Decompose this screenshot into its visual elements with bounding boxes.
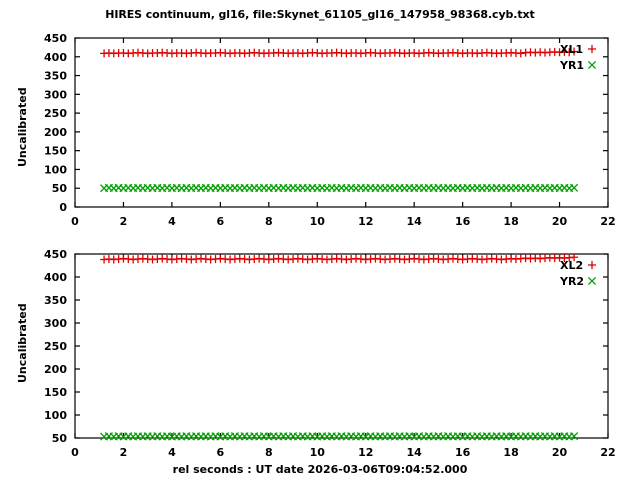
marker-cross [587, 276, 597, 286]
legend-entry-XL2: XL2 [560, 259, 596, 272]
x-tick-label: 18 [503, 446, 518, 459]
x-tick-label: 10 [310, 446, 326, 459]
x-tick-label: 18 [503, 215, 518, 228]
series-XL1 [100, 47, 579, 58]
x-tick-label: 16 [455, 215, 471, 228]
y-tick-label: 300 [44, 317, 67, 330]
x-tick-label: 2 [120, 446, 128, 459]
legend-entry-YR2: YR2 [559, 275, 597, 288]
top-plot-y-axis-label: Uncalibrated [16, 87, 29, 167]
x-tick-label: 8 [265, 215, 273, 228]
legend-label-YR1: YR1 [559, 59, 584, 72]
y-tick-label: 50 [52, 432, 68, 445]
marker-cross [587, 60, 597, 70]
x-tick-label: 20 [552, 215, 568, 228]
plot-frame-top [74, 37, 609, 208]
x-tick-label: 14 [407, 215, 423, 228]
y-tick-label: 400 [44, 271, 67, 284]
plot-frame-bottom [74, 253, 609, 439]
y-tick-label: 0 [59, 201, 67, 214]
x-tick-label: 22 [600, 446, 615, 459]
x-tick-label: 0 [71, 215, 79, 228]
series-XL2 [100, 253, 579, 264]
legend-entry-YR1: YR1 [559, 59, 597, 72]
bottom-plot-y-axis-label: Uncalibrated [16, 303, 29, 383]
y-tick-label: 250 [44, 340, 67, 353]
y-tick-label: 50 [52, 182, 68, 195]
legend-label-XL2: XL2 [560, 259, 583, 272]
legend-label-XL1: XL1 [560, 43, 583, 56]
x-tick-label: 0 [71, 446, 79, 459]
y-tick-label: 100 [44, 409, 67, 422]
x-tick-label: 12 [358, 446, 373, 459]
x-tick-label: 6 [217, 215, 225, 228]
plot-panel-top: 0 50 100 150 200 250 300 350 400 450 0 2 4 6 8 10 12 14 16… [44, 32, 616, 228]
y-tick-label: 450 [44, 248, 67, 261]
y-tick-label: 400 [44, 51, 67, 64]
plot-panel-bottom: 50 100 150 200 250 300 350 400 450 0 2 4 6 8 10 12 14 16 1… [44, 248, 616, 459]
marker-cross [570, 183, 579, 192]
x-tick-label: 12 [358, 215, 373, 228]
legend-entry-XL1: XL1 [560, 43, 596, 56]
x-tick-label: 14 [407, 446, 423, 459]
y-tick-label: 200 [44, 126, 67, 139]
x-tick-label: 2 [120, 215, 128, 228]
series-YR1 [100, 183, 579, 193]
x-tick-label: 4 [168, 215, 176, 228]
x-tick-label: 22 [600, 215, 615, 228]
x-tick-label: 6 [217, 446, 225, 459]
page-title: HIRES continuum, gl16, file:Skynet_61105… [105, 8, 535, 21]
y-tick-label: 150 [44, 145, 67, 158]
y-tick-label: 150 [44, 386, 67, 399]
y-tick-label: 200 [44, 363, 67, 376]
marker-cross [570, 432, 579, 441]
x-axis-label: rel seconds : UT date 2026-03-06T09:04:5… [172, 463, 468, 476]
y-tick-label: 350 [44, 70, 67, 83]
y-tick-label: 100 [44, 163, 67, 176]
y-tick-label: 250 [44, 107, 67, 120]
y-tick-label: 350 [44, 294, 67, 307]
x-tick-label: 8 [265, 446, 273, 459]
legend-label-YR2: YR2 [559, 275, 584, 288]
y-tick-label: 300 [44, 88, 67, 101]
series-YR2 [100, 432, 579, 441]
y-tick-label: 450 [44, 32, 67, 45]
x-tick-label: 20 [552, 446, 568, 459]
x-tick-label: 10 [310, 215, 326, 228]
x-tick-label: 16 [455, 446, 471, 459]
x-tick-label: 4 [168, 446, 176, 459]
